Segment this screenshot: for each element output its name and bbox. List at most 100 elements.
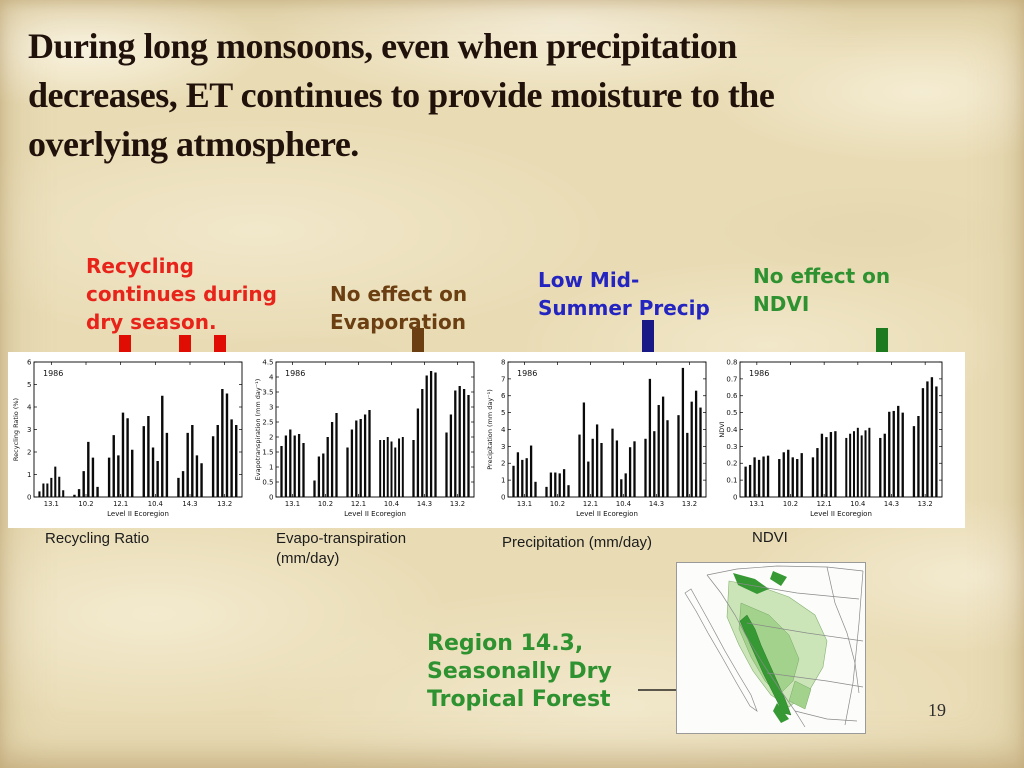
svg-text:14.3: 14.3 <box>649 500 664 508</box>
svg-text:13.2: 13.2 <box>682 500 697 508</box>
svg-text:6: 6 <box>27 358 32 366</box>
callout-line: Low Mid- <box>538 268 640 292</box>
svg-text:0.5: 0.5 <box>262 478 273 486</box>
svg-text:0.7: 0.7 <box>726 375 737 383</box>
svg-text:13.1: 13.1 <box>749 500 764 508</box>
precip-callout: Low Mid- Summer Precip <box>538 266 710 322</box>
svg-text:8: 8 <box>501 358 505 366</box>
title-line-3: overlying atmosphere. <box>28 124 359 164</box>
svg-text:10.4: 10.4 <box>384 500 399 508</box>
svg-text:10.2: 10.2 <box>78 500 93 508</box>
svg-text:0.1: 0.1 <box>726 477 737 485</box>
svg-text:10.4: 10.4 <box>148 500 163 508</box>
svg-text:Level II Ecoregion: Level II Ecoregion <box>810 510 872 518</box>
evaporation-callout: No effect on Evaporation <box>330 280 467 336</box>
svg-text:4: 4 <box>501 426 506 434</box>
svg-text:14.3: 14.3 <box>884 500 899 508</box>
region-label: Region 14.3, Seasonally Dry Tropical For… <box>427 630 612 714</box>
svg-text:0: 0 <box>269 493 273 501</box>
recycling-callout: Recycling continues during dry season. <box>86 252 277 336</box>
evapotranspiration-caption: Evapo-transpiration (mm/day) <box>276 530 407 567</box>
svg-text:2: 2 <box>501 460 505 468</box>
svg-text:12.1: 12.1 <box>817 500 832 508</box>
callout-line: Recycling <box>86 254 194 278</box>
svg-text:0.3: 0.3 <box>726 443 737 451</box>
recycling-ratio-chart: 0 1 2 3 4 5 6 13.1 10.2 12.1 10.4 14.3 13.2 Level II … <box>12 358 243 518</box>
recycling-caption: Recycling Ratio <box>45 530 150 547</box>
svg-text:Recycling Ratio (%): Recycling Ratio (%) <box>12 398 20 461</box>
svg-text:4: 4 <box>269 373 274 381</box>
page-number: 19 <box>928 700 946 720</box>
svg-text:13.1: 13.1 <box>44 500 59 508</box>
callout-line: continues during <box>86 282 277 306</box>
svg-text:13.2: 13.2 <box>918 500 933 508</box>
precipitation-chart: 0 1 2 3 4 5 6 7 8 13.1 10.2 12.1 10.4 14.3 13.2 Level I… <box>486 358 707 518</box>
svg-text:1986: 1986 <box>285 369 305 378</box>
svg-text:0.6: 0.6 <box>726 392 738 400</box>
svg-text:3.5: 3.5 <box>262 388 273 396</box>
svg-text:4: 4 <box>27 403 32 411</box>
ndvi-chart: 0 0.1 0.2 0.3 0.4 0.5 0.6 0.7 0.8 13.1 10.2 12.1 10.… <box>718 358 943 518</box>
arrow-shaft <box>642 320 654 359</box>
region-label-line: Seasonally Dry <box>427 659 612 684</box>
ndvi-callout: No effect on NDVI <box>753 262 890 318</box>
svg-text:2: 2 <box>27 448 31 456</box>
svg-text:0: 0 <box>27 493 31 501</box>
svg-text:5: 5 <box>501 409 505 417</box>
callout-line: Evaporation <box>330 310 467 334</box>
svg-text:2: 2 <box>269 433 273 441</box>
region-label-line: Region 14.3, <box>427 631 584 656</box>
svg-text:NDVI: NDVI <box>718 421 726 437</box>
svg-text:10.2: 10.2 <box>783 500 798 508</box>
svg-text:1.5: 1.5 <box>262 448 273 456</box>
svg-text:0.4: 0.4 <box>726 426 738 434</box>
svg-text:7: 7 <box>501 375 505 383</box>
svg-text:13.1: 13.1 <box>517 500 532 508</box>
title-line-2: decreases, ET continues to provide moist… <box>28 75 775 115</box>
evapotranspiration-chart: 0 0.5 1 1.5 2 2.5 3 3.5 4 4.5 13.1 10.2 12.1 10.4 14.3… <box>254 358 475 518</box>
svg-text:Level II Ecoregion: Level II Ecoregion <box>344 510 406 518</box>
svg-text:12.1: 12.1 <box>351 500 366 508</box>
svg-text:6: 6 <box>501 392 506 400</box>
ndvi-caption: NDVI <box>752 529 788 546</box>
precipitation-caption: Precipitation (mm/day) <box>502 534 653 551</box>
svg-text:12.1: 12.1 <box>113 500 128 508</box>
svg-text:Level II Ecoregion: Level II Ecoregion <box>107 510 169 518</box>
svg-text:1: 1 <box>269 463 273 471</box>
svg-text:Level II Ecoregion: Level II Ecoregion <box>576 510 638 518</box>
svg-text:13.2: 13.2 <box>217 500 232 508</box>
callout-line: dry season. <box>86 310 217 334</box>
svg-text:1986: 1986 <box>749 369 769 378</box>
svg-text:13.2: 13.2 <box>450 500 465 508</box>
svg-text:10.4: 10.4 <box>616 500 631 508</box>
svg-text:4.5: 4.5 <box>262 358 273 366</box>
svg-text:0.2: 0.2 <box>726 460 737 468</box>
callout-line: NDVI <box>753 292 810 316</box>
svg-text:10.4: 10.4 <box>850 500 865 508</box>
svg-text:1: 1 <box>501 477 505 485</box>
svg-text:0.5: 0.5 <box>726 409 737 417</box>
svg-text:3: 3 <box>269 403 273 411</box>
callout-line: No effect on <box>753 264 891 288</box>
svg-text:1986: 1986 <box>517 369 537 378</box>
callout-line: Summer Precip <box>538 296 710 320</box>
svg-text:2.5: 2.5 <box>262 418 273 426</box>
callout-line: No effect on <box>330 282 468 306</box>
svg-text:14.3: 14.3 <box>182 500 197 508</box>
ecoregion-map <box>676 562 866 734</box>
svg-text:0: 0 <box>733 493 737 501</box>
svg-text:14.3: 14.3 <box>417 500 432 508</box>
svg-text:Precipitation (mm day⁻¹): Precipitation (mm day⁻¹) <box>486 389 494 470</box>
svg-text:5: 5 <box>27 381 31 389</box>
svg-text:0.8: 0.8 <box>726 358 737 366</box>
svg-text:12.1: 12.1 <box>583 500 598 508</box>
svg-text:3: 3 <box>501 443 505 451</box>
svg-text:1986: 1986 <box>43 369 63 378</box>
svg-text:3: 3 <box>27 426 31 434</box>
svg-text:10.2: 10.2 <box>550 500 565 508</box>
svg-text:10.2: 10.2 <box>318 500 333 508</box>
region-label-line: Tropical Forest <box>427 687 611 712</box>
slide-title: During long monsoons, even when precipit… <box>28 22 978 169</box>
svg-text:Evapotranspiration (mm day⁻¹): Evapotranspiration (mm day⁻¹) <box>254 379 262 481</box>
